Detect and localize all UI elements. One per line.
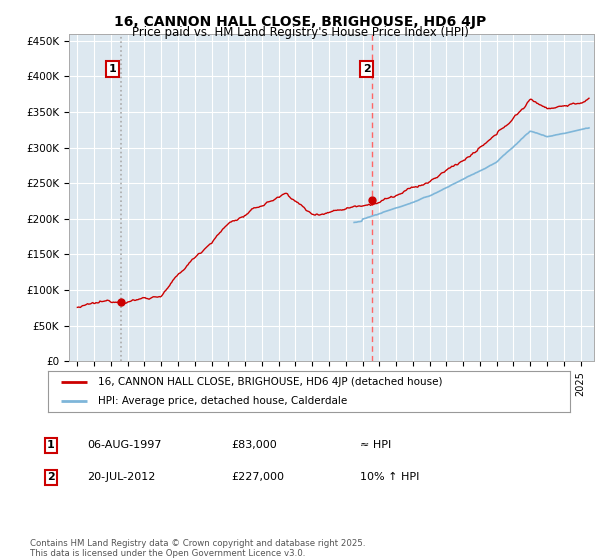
Text: 06-AUG-1997: 06-AUG-1997 (87, 440, 161, 450)
Text: £227,000: £227,000 (231, 472, 284, 482)
Text: 10% ↑ HPI: 10% ↑ HPI (360, 472, 419, 482)
Text: ≈ HPI: ≈ HPI (360, 440, 391, 450)
Text: Price paid vs. HM Land Registry's House Price Index (HPI): Price paid vs. HM Land Registry's House … (131, 26, 469, 39)
Text: 2: 2 (362, 64, 370, 74)
Text: 16, CANNON HALL CLOSE, BRIGHOUSE, HD6 4JP: 16, CANNON HALL CLOSE, BRIGHOUSE, HD6 4J… (114, 15, 486, 29)
Text: 1: 1 (47, 440, 55, 450)
Text: 20-JUL-2012: 20-JUL-2012 (87, 472, 155, 482)
Text: £83,000: £83,000 (231, 440, 277, 450)
Text: 16, CANNON HALL CLOSE, BRIGHOUSE, HD6 4JP (detached house): 16, CANNON HALL CLOSE, BRIGHOUSE, HD6 4J… (98, 377, 442, 387)
Text: Contains HM Land Registry data © Crown copyright and database right 2025.
This d: Contains HM Land Registry data © Crown c… (30, 539, 365, 558)
Text: 2: 2 (47, 472, 55, 482)
Text: HPI: Average price, detached house, Calderdale: HPI: Average price, detached house, Cald… (98, 396, 347, 405)
Text: 1: 1 (109, 64, 116, 74)
